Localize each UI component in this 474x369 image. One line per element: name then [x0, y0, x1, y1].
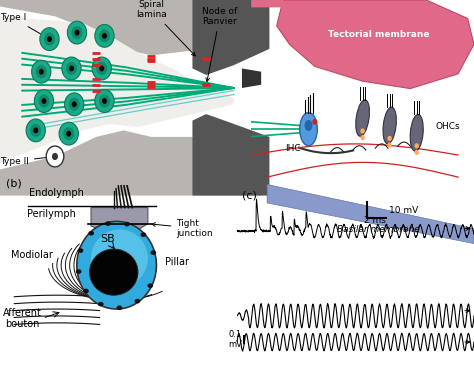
Circle shape: [150, 250, 156, 255]
Circle shape: [99, 30, 110, 42]
Circle shape: [141, 232, 146, 237]
Circle shape: [76, 269, 82, 274]
Circle shape: [26, 119, 46, 142]
Polygon shape: [267, 184, 474, 244]
Text: EPSPs: EPSPs: [465, 224, 474, 233]
Text: Spiral
lamina: Spiral lamina: [136, 0, 195, 56]
Circle shape: [96, 62, 107, 75]
Ellipse shape: [91, 230, 148, 287]
Circle shape: [59, 122, 78, 145]
Text: Perilymph: Perilymph: [27, 209, 76, 219]
Circle shape: [99, 94, 110, 108]
Circle shape: [83, 289, 89, 293]
Polygon shape: [251, 0, 290, 7]
Polygon shape: [277, 0, 474, 89]
Text: IHC: IHC: [285, 144, 301, 153]
Polygon shape: [192, 0, 269, 75]
Circle shape: [387, 136, 392, 141]
Circle shape: [88, 231, 94, 235]
Text: SB: SB: [100, 234, 116, 244]
Ellipse shape: [410, 114, 423, 151]
Circle shape: [69, 98, 80, 111]
Text: Tectorial membrane: Tectorial membrane: [328, 30, 429, 39]
Polygon shape: [0, 16, 234, 163]
Circle shape: [67, 21, 87, 44]
Circle shape: [34, 90, 54, 113]
Text: Pillar: Pillar: [165, 257, 189, 267]
Ellipse shape: [356, 100, 369, 136]
Ellipse shape: [300, 113, 317, 146]
Ellipse shape: [90, 249, 138, 295]
Text: Type I: Type I: [0, 13, 46, 37]
Circle shape: [36, 65, 47, 78]
Text: Type II: Type II: [0, 156, 51, 166]
Circle shape: [74, 30, 80, 35]
Circle shape: [33, 127, 38, 133]
Polygon shape: [91, 207, 148, 235]
Text: (c): (c): [242, 190, 256, 200]
Circle shape: [124, 222, 130, 227]
Circle shape: [414, 143, 419, 148]
Polygon shape: [242, 69, 261, 88]
Circle shape: [69, 66, 74, 71]
Circle shape: [387, 142, 392, 148]
Circle shape: [92, 57, 111, 80]
Ellipse shape: [383, 107, 396, 144]
Circle shape: [52, 153, 58, 160]
Text: Afferent
bouton: Afferent bouton: [3, 308, 42, 330]
Circle shape: [72, 26, 82, 39]
Circle shape: [32, 60, 51, 83]
Text: Modiolar: Modiolar: [11, 250, 53, 260]
Circle shape: [72, 101, 77, 107]
Text: Endolymph: Endolymph: [29, 188, 84, 198]
Polygon shape: [0, 0, 261, 55]
Polygon shape: [192, 114, 269, 196]
Circle shape: [62, 57, 81, 80]
Circle shape: [95, 24, 114, 47]
Circle shape: [78, 248, 83, 253]
Circle shape: [38, 94, 49, 108]
Circle shape: [360, 135, 365, 140]
Text: (b): (b): [6, 179, 21, 189]
Text: Node of
Ranvier: Node of Ranvier: [202, 7, 237, 82]
Text: Tone: Tone: [465, 338, 474, 346]
Circle shape: [117, 306, 122, 310]
Text: 0.1
mV: 0.1 mV: [228, 330, 242, 349]
Circle shape: [47, 36, 52, 42]
Circle shape: [44, 32, 55, 46]
Circle shape: [40, 28, 59, 51]
Text: OHCs: OHCs: [436, 122, 460, 131]
Circle shape: [312, 119, 318, 125]
Circle shape: [30, 124, 41, 137]
Circle shape: [414, 150, 419, 155]
Ellipse shape: [77, 221, 156, 309]
Text: 2 ms: 2 ms: [364, 216, 385, 225]
Circle shape: [98, 302, 104, 306]
Circle shape: [39, 69, 44, 75]
Polygon shape: [0, 130, 261, 196]
Circle shape: [360, 128, 365, 134]
Circle shape: [147, 283, 153, 288]
Text: 10 mV: 10 mV: [389, 206, 418, 215]
Circle shape: [135, 299, 140, 303]
Circle shape: [66, 62, 77, 75]
Text: Tight
junction: Tight junction: [152, 218, 213, 238]
Circle shape: [102, 98, 107, 104]
Circle shape: [99, 66, 104, 71]
Text: Basilar membrane: Basilar membrane: [337, 225, 420, 234]
Circle shape: [95, 90, 114, 113]
Circle shape: [66, 131, 71, 137]
Circle shape: [102, 33, 107, 39]
Text: MET: MET: [465, 306, 474, 315]
Circle shape: [105, 221, 111, 226]
Circle shape: [46, 146, 64, 167]
Circle shape: [63, 127, 74, 140]
Ellipse shape: [304, 120, 312, 131]
Circle shape: [42, 98, 46, 104]
Circle shape: [64, 93, 84, 116]
